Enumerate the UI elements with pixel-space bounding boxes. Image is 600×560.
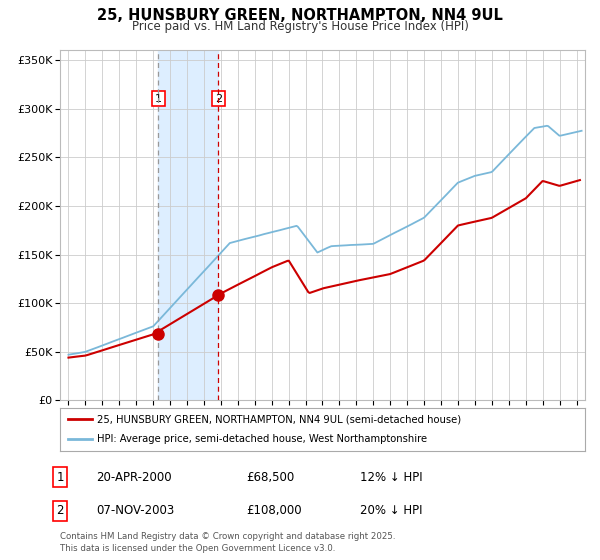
Bar	[158, 50, 218, 400]
Text: 12% ↓ HPI: 12% ↓ HPI	[360, 470, 422, 484]
Text: 07-NOV-2003: 07-NOV-2003	[96, 504, 174, 517]
Text: 2: 2	[215, 94, 222, 104]
Text: 1: 1	[155, 94, 162, 104]
Text: 1: 1	[56, 470, 64, 484]
Text: Price paid vs. HM Land Registry's House Price Index (HPI): Price paid vs. HM Land Registry's House …	[131, 20, 469, 32]
Text: 2: 2	[56, 504, 64, 517]
Text: £68,500: £68,500	[246, 470, 294, 484]
Text: 20% ↓ HPI: 20% ↓ HPI	[360, 504, 422, 517]
Text: 25, HUNSBURY GREEN, NORTHAMPTON, NN4 9UL (semi-detached house): 25, HUNSBURY GREEN, NORTHAMPTON, NN4 9UL…	[97, 414, 461, 424]
Text: HPI: Average price, semi-detached house, West Northamptonshire: HPI: Average price, semi-detached house,…	[97, 434, 427, 444]
Text: £108,000: £108,000	[246, 504, 302, 517]
Text: Contains HM Land Registry data © Crown copyright and database right 2025.
This d: Contains HM Land Registry data © Crown c…	[60, 533, 395, 553]
Text: 25, HUNSBURY GREEN, NORTHAMPTON, NN4 9UL: 25, HUNSBURY GREEN, NORTHAMPTON, NN4 9UL	[97, 8, 503, 24]
Text: 20-APR-2000: 20-APR-2000	[96, 470, 172, 484]
